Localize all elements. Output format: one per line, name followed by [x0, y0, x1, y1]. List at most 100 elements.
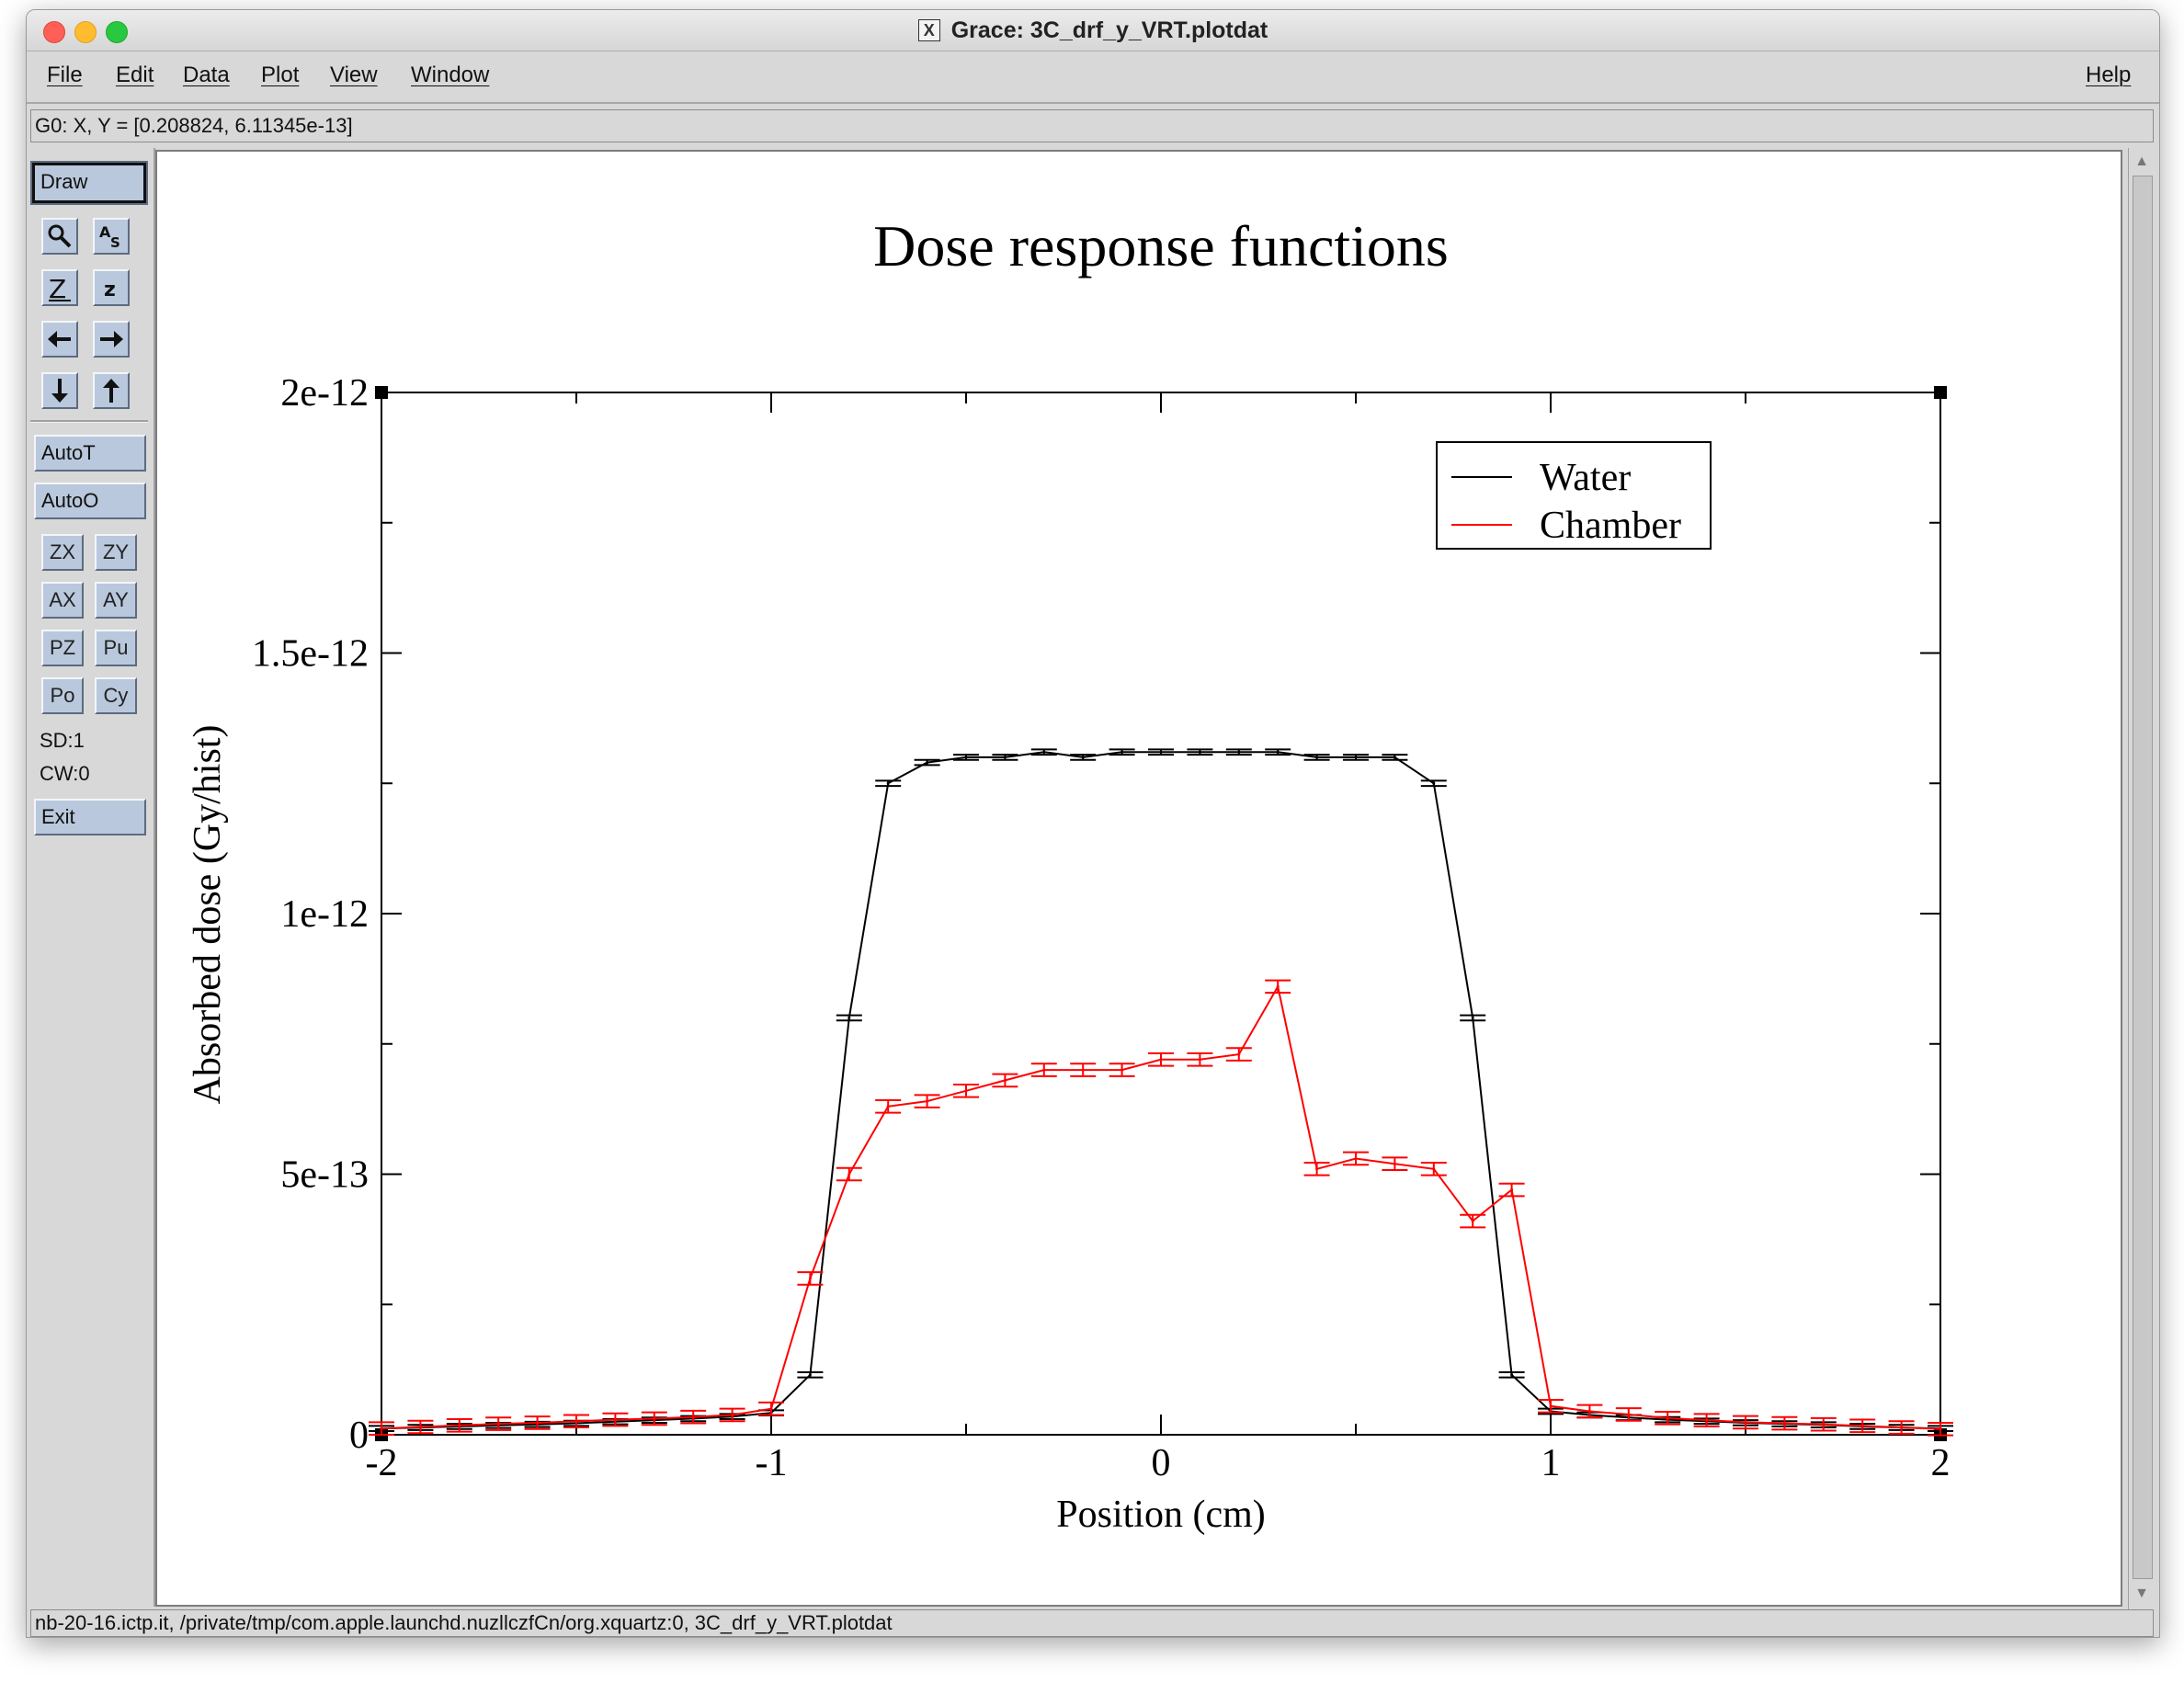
data-point — [1354, 756, 1358, 759]
data-point — [1822, 1423, 1826, 1426]
x-tick-label: -1 — [756, 1442, 788, 1484]
data-point — [808, 1373, 812, 1377]
zoom-in-button[interactable]: Z — [41, 269, 78, 306]
legend-label-water: Water — [1540, 457, 1631, 499]
data-point — [1587, 1409, 1591, 1413]
corner-handle — [1934, 386, 1947, 399]
data-point — [926, 1099, 929, 1103]
data-point — [1432, 1167, 1436, 1171]
data-point — [1081, 1068, 1085, 1072]
menu-data[interactable]: Data — [183, 63, 230, 87]
data-point — [769, 1407, 773, 1411]
current-world-label: CW:0 — [40, 762, 90, 785]
data-point — [613, 1418, 617, 1422]
y-axis-label: Absorbed dose (Gy/hist) — [187, 725, 229, 1105]
data-point — [1120, 750, 1124, 754]
status-bar: nb-20-16.ictp.it, /private/tmp/com.apple… — [30, 1609, 2154, 1637]
data-point — [691, 1415, 695, 1419]
data-point — [886, 1105, 890, 1108]
data-point — [1081, 756, 1085, 759]
pu-button[interactable]: Pu — [95, 630, 137, 666]
data-point — [847, 1016, 851, 1019]
menu-window[interactable]: Window — [411, 63, 490, 87]
close-window-button[interactable] — [43, 21, 65, 43]
draw-button[interactable]: Draw — [30, 161, 148, 205]
scroll-up-arrow-icon[interactable]: ▲ — [2134, 153, 2149, 169]
scroll-left-button[interactable] — [41, 321, 78, 358]
data-point — [1354, 1156, 1358, 1160]
zx-button[interactable]: ZX — [41, 534, 84, 571]
scroll-down-button[interactable] — [41, 372, 78, 409]
x-axis-label: Position (cm) — [1056, 1494, 1266, 1536]
menu-edit[interactable]: Edit — [116, 63, 154, 87]
data-point — [1393, 756, 1396, 759]
zoom-window-button[interactable] — [106, 21, 128, 43]
scrollbar-thumb[interactable] — [2133, 176, 2153, 1579]
data-point — [536, 1421, 540, 1425]
svg-text:z: z — [104, 278, 116, 301]
data-point — [1237, 750, 1241, 754]
plot-canvas[interactable]: Dose response functions -2 -1 0 1 2 0 5e-13 1e-… — [155, 150, 2122, 1607]
zoom-in-icon: Z — [49, 274, 71, 304]
data-point — [1393, 1162, 1396, 1165]
scroll-down-arrow-icon[interactable]: ▼ — [2134, 1585, 2149, 1601]
data-point — [1315, 1167, 1319, 1171]
data-point — [1782, 1422, 1786, 1426]
menu-help[interactable]: Help — [2086, 63, 2132, 87]
data-point — [458, 1424, 461, 1427]
autoscale-on-button[interactable]: AutoO — [34, 483, 146, 519]
y-tick-label: 1.5e-12 — [252, 633, 369, 676]
autoscale-ticks-button[interactable]: AutoT — [34, 435, 146, 472]
zy-button[interactable]: ZY — [95, 534, 137, 571]
data-point — [496, 1422, 500, 1426]
zoom-out-button[interactable]: z — [93, 269, 130, 306]
scroll-up-icon — [103, 379, 119, 403]
data-point — [1198, 750, 1201, 754]
scroll-down-icon — [51, 379, 68, 403]
corner-handle — [375, 386, 388, 399]
scroll-right-button[interactable] — [93, 321, 130, 358]
ay-button[interactable]: AY — [95, 582, 137, 619]
data-point — [418, 1425, 422, 1428]
title-bar: X Grace: 3C_drf_y_VRT.plotdat — [27, 10, 2159, 51]
data-point — [653, 1416, 656, 1420]
data-point — [731, 1413, 734, 1416]
menu-plot[interactable]: Plot — [261, 63, 300, 87]
svg-text:A: A — [99, 223, 111, 241]
zoom-out-icon: z — [104, 278, 116, 301]
cy-button[interactable]: Cy — [95, 677, 137, 714]
svg-text:S: S — [110, 234, 120, 250]
data-point — [1276, 750, 1280, 754]
dose-response-chart: Dose response functions -2 -1 0 1 2 0 5e-13 1e-… — [187, 213, 1953, 1536]
data-point — [1159, 750, 1163, 754]
data-point — [808, 1277, 812, 1280]
data-point — [1120, 1068, 1124, 1072]
text-icon: AS — [99, 223, 120, 251]
pz-button[interactable]: PZ — [41, 630, 84, 666]
zoom-button[interactable] — [41, 218, 78, 255]
menu-view[interactable]: View — [330, 63, 378, 87]
legend: Water Chamber — [1436, 441, 1712, 550]
x-tick-label: 2 — [1931, 1442, 1951, 1484]
chart-title: Dose response functions — [873, 213, 1449, 278]
scroll-left-icon — [48, 331, 71, 347]
data-point — [1276, 984, 1280, 988]
data-point — [1315, 756, 1319, 759]
exit-button[interactable]: Exit — [34, 799, 146, 835]
data-point — [1510, 1188, 1514, 1192]
data-point — [380, 1426, 383, 1430]
minimize-window-button[interactable] — [74, 21, 97, 43]
vertical-scrollbar[interactable]: ▲ ▼ — [2128, 148, 2155, 1609]
scroll-up-button[interactable] — [93, 372, 130, 409]
ax-button[interactable]: AX — [41, 582, 84, 619]
menu-file[interactable]: File — [47, 63, 83, 87]
data-point — [964, 756, 968, 759]
po-button[interactable]: Po — [41, 677, 84, 714]
data-point — [886, 781, 890, 785]
data-point — [1003, 756, 1007, 759]
y-tick-label: 5e-13 — [280, 1154, 369, 1197]
data-point — [1744, 1420, 1747, 1424]
legend-box — [1436, 441, 1712, 550]
toolbar-separator — [30, 420, 148, 423]
